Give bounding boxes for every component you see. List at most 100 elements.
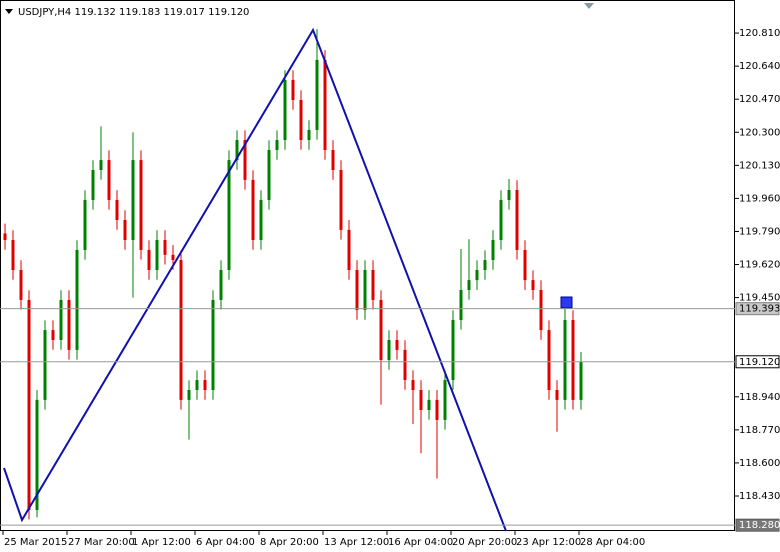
candle-body — [315, 59, 319, 130]
candle-body — [235, 140, 239, 161]
candle-body — [147, 249, 151, 270]
x-tick-label: 13 Apr 12:00 — [324, 537, 389, 548]
candle-body — [275, 140, 279, 150]
y-tick-label: 118.430 — [739, 491, 780, 502]
level-label: 118.280 — [739, 520, 780, 531]
candle-body — [339, 169, 343, 230]
candle-body — [307, 129, 311, 141]
candle-body — [155, 240, 159, 270]
candle-body — [539, 290, 543, 331]
candle-body — [195, 380, 199, 390]
candle-body — [83, 199, 87, 250]
level-box — [735, 518, 780, 532]
candle-body — [507, 190, 511, 200]
candle-body — [75, 249, 79, 350]
candle-body — [555, 389, 559, 400]
y-tick-label: 118.600 — [739, 458, 780, 469]
candle-body — [411, 380, 415, 390]
candle-body — [203, 380, 207, 390]
candle-body — [131, 160, 135, 241]
y-tick-label: 119.790 — [739, 226, 780, 237]
candle-body — [179, 260, 183, 400]
candle-body — [91, 169, 95, 200]
candle-body — [171, 254, 175, 261]
x-tick-label: 16 Apr 04:00 — [388, 537, 453, 548]
candle-body — [51, 330, 55, 340]
candle-body — [59, 299, 63, 340]
y-tick-label: 120.640 — [739, 61, 780, 72]
y-tick-label: 120.810 — [739, 28, 780, 39]
candle-body — [491, 240, 495, 261]
x-tick-label: 25 Mar 2015 — [4, 537, 67, 548]
y-tick-label: 120.470 — [739, 94, 780, 105]
level-label: 119.393 — [739, 304, 780, 315]
plot-frame — [0, 0, 735, 531]
candle-body — [219, 269, 223, 300]
candle-body — [323, 59, 327, 150]
candle-body — [67, 299, 71, 350]
x-tick-label: 1 Apr 12:00 — [132, 537, 191, 548]
candle-body — [115, 199, 119, 220]
candle-body — [139, 160, 143, 250]
price-marker — [560, 296, 573, 309]
y-tick-label: 118.770 — [739, 425, 780, 436]
candle-body — [243, 140, 247, 180]
candle-body — [331, 149, 335, 170]
candle-body — [515, 190, 519, 250]
candle-body — [123, 219, 127, 241]
candle-body — [499, 199, 503, 241]
candle-body — [571, 319, 575, 400]
x-tick-label: 23 Apr 12:00 — [516, 537, 581, 548]
candle-body — [3, 233, 7, 241]
y-tick-label: 118.940 — [739, 392, 780, 403]
candle-body — [27, 299, 31, 510]
candle-body — [419, 389, 423, 411]
candle-body — [99, 160, 103, 170]
level-label: 119.120 — [739, 357, 780, 368]
level-box — [735, 355, 780, 369]
candle-body — [403, 349, 407, 381]
candle-body — [363, 269, 367, 311]
candle-body — [35, 399, 39, 510]
candle-body — [19, 269, 23, 300]
candle-body — [227, 160, 231, 270]
candle-body — [259, 199, 263, 241]
candle-body — [107, 160, 111, 200]
candle-body — [371, 269, 375, 300]
y-tick-label: 120.300 — [739, 127, 780, 138]
candle-body — [435, 399, 439, 420]
candle-body — [475, 269, 479, 281]
candle-body — [547, 330, 551, 390]
y-tick-label: 119.620 — [739, 260, 780, 271]
x-tick-label: 6 Apr 04:00 — [196, 537, 255, 548]
candle-body — [355, 269, 359, 311]
zigzag-drawing — [3, 27, 507, 532]
candle-body — [291, 79, 295, 100]
candle-body — [387, 339, 391, 361]
y-tick-label: 119.450 — [739, 293, 780, 304]
x-tick-label: 20 Apr 20:00 — [452, 537, 517, 548]
y-tick-label: 120.130 — [739, 160, 780, 171]
x-tick-label: 8 Apr 20:00 — [260, 537, 319, 548]
candle-body — [531, 280, 535, 291]
candle-body — [187, 389, 191, 400]
candle-body — [483, 260, 487, 270]
candle-body — [427, 399, 431, 411]
candle-body — [523, 249, 527, 281]
candle-body — [163, 240, 167, 255]
y-tick-label: 119.960 — [739, 193, 780, 204]
chart-title: USDJPY,H4 119.132 119.183 119.017 119.12… — [18, 7, 249, 18]
candle-body — [579, 361, 583, 400]
x-tick-label: 27 Mar 20:00 — [68, 537, 135, 548]
shift-marker — [584, 3, 594, 9]
candle-body — [11, 240, 15, 270]
candle-body — [563, 319, 567, 400]
candle-body — [395, 339, 399, 350]
candle-body — [267, 149, 271, 200]
candle-body — [347, 229, 351, 270]
candle-body — [451, 319, 455, 381]
candle-body — [43, 330, 47, 400]
candle-body — [299, 99, 303, 141]
candle-body — [459, 290, 463, 320]
